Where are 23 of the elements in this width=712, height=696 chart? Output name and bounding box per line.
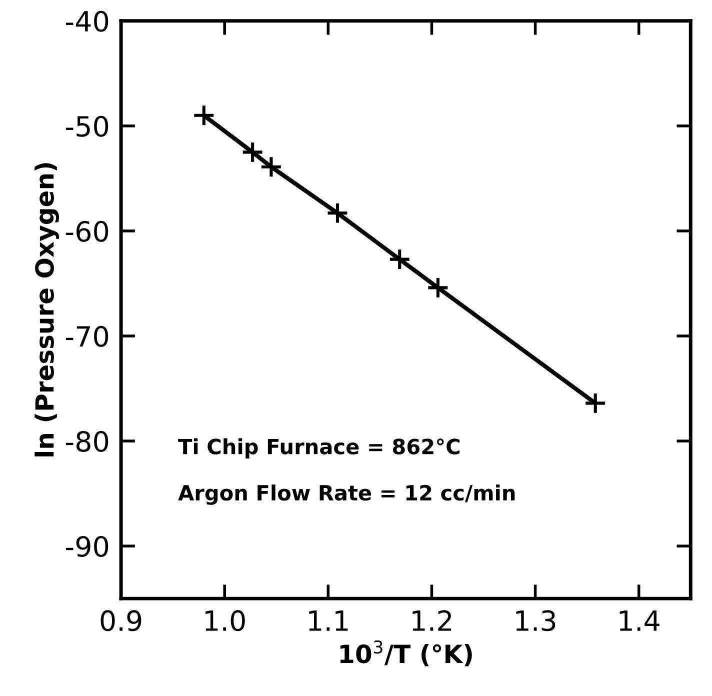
- x-tick-label: 1.4: [620, 610, 660, 631]
- x-tick-label: 1.1: [309, 610, 348, 631]
- point: [192, 104, 216, 127]
- annotation: Ti Chip Furnace = 862°C: [178, 438, 460, 458]
- x-tick-label: 1.3: [516, 610, 556, 632]
- y-tick-label: -60: [66, 220, 108, 242]
- point: [584, 392, 607, 414]
- y-tick-label: -90: [66, 536, 108, 557]
- y-tick-label: -70: [66, 326, 108, 347]
- y-tick-label: -80: [66, 430, 108, 452]
- annotation: Argon Flow Rate = 12 cc/min: [178, 484, 515, 505]
- point: [388, 248, 411, 271]
- point: [241, 140, 264, 164]
- y-tick-label: -40: [66, 10, 108, 32]
- point: [326, 202, 349, 224]
- y-axis-title: ln (Pressure Oxygen): [34, 163, 60, 456]
- x-axis-title: 10$^{3}$/T (°K): [340, 640, 472, 666]
- y-tick-label: -50: [66, 116, 108, 137]
- x-tick-label: 0.9: [100, 610, 142, 632]
- point: [426, 276, 450, 299]
- x-tick-label: 1.2: [412, 610, 452, 631]
- point: [260, 156, 282, 178]
- x-tick-label: 1.0: [206, 610, 245, 632]
